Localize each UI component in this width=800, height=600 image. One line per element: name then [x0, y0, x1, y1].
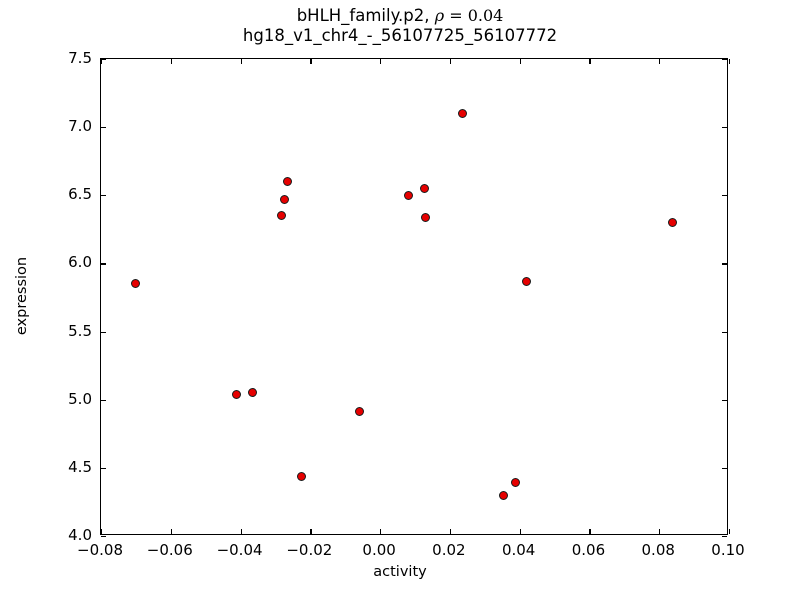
x-tick: [589, 529, 591, 534]
x-tick: [729, 529, 731, 534]
data-point: [283, 177, 293, 187]
x-tick-label: −0.06: [146, 541, 193, 559]
plot-axes-frame: [100, 58, 731, 538]
data-point: [420, 183, 430, 193]
y-tick-label: 6.0: [68, 253, 92, 272]
rho-symbol: ρ: [434, 6, 445, 25]
x-tick: [519, 529, 521, 534]
x-tick: [659, 529, 661, 534]
x-tick-top: [310, 59, 312, 64]
y-tick: [101, 331, 106, 333]
y-tick: [101, 536, 106, 538]
y-tick: [101, 399, 106, 401]
chart-title-line-1: bHLH_family.p2, ρ = 0.04: [0, 6, 800, 26]
x-tick-label: 0.02: [432, 541, 466, 559]
y-tick: [101, 195, 106, 197]
x-tick-top: [240, 59, 242, 64]
y-tick-right: [722, 195, 727, 197]
data-point: [421, 212, 431, 222]
chart-title-prefix: bHLH_family.p2,: [296, 6, 435, 25]
data-point: [403, 190, 413, 200]
y-tick-right: [722, 536, 727, 538]
x-tick-top: [589, 59, 591, 64]
x-tick-label: 0.10: [711, 541, 745, 559]
data-point: [276, 211, 286, 221]
x-tick-top: [170, 59, 172, 64]
data-point: [522, 276, 532, 286]
y-tick-label: 7.5: [68, 49, 92, 67]
data-point: [297, 471, 307, 481]
y-tick: [101, 59, 106, 61]
y-axis-label: expression: [14, 256, 30, 336]
data-point: [280, 194, 290, 204]
x-tick-top: [449, 59, 452, 64]
y-tick: [101, 263, 106, 265]
y-tick-label: 4.0: [68, 526, 92, 544]
data-point: [457, 109, 467, 118]
chart-title-line-2: hg18_v1_chr4_-_56107725_56107772: [242, 25, 558, 45]
y-tick-label: 6.5: [68, 185, 92, 204]
x-tick-label: 0.04: [501, 541, 536, 559]
y-tick-label: 5.0: [68, 389, 92, 408]
x-tick-top: [729, 59, 731, 64]
chart-title: bHLH_family.p2, ρ = 0.04 hg18_v1_chr4_-_…: [0, 6, 800, 45]
x-tick: [449, 529, 452, 534]
x-tick-label: 0.08: [641, 541, 675, 559]
data-point: [130, 279, 140, 289]
y-tick-label: 4.5: [68, 457, 92, 476]
data-point: [667, 218, 677, 228]
y-tick-right: [722, 59, 727, 61]
data-point: [247, 388, 257, 398]
y-tick: [101, 127, 106, 129]
y-tick-right: [722, 127, 727, 129]
x-tick: [101, 529, 103, 534]
y-tick-label: 5.5: [68, 321, 92, 340]
x-tick-top: [101, 59, 103, 64]
x-tick: [170, 529, 172, 534]
x-tick: [380, 529, 382, 534]
data-points-layer: [101, 59, 727, 534]
x-tick-label: −0.04: [216, 541, 263, 559]
y-tick-right: [722, 263, 727, 265]
x-tick-label: −0.08: [77, 541, 123, 559]
data-point: [499, 490, 509, 500]
y-tick-label: 7.0: [68, 117, 92, 136]
y-tick: [101, 467, 106, 470]
x-tick: [310, 529, 312, 534]
y-tick-right: [722, 467, 727, 470]
x-tick-top: [659, 59, 661, 64]
data-point: [355, 407, 365, 417]
data-point: [511, 478, 521, 488]
x-tick-top: [380, 59, 382, 64]
x-tick-label: 0.06: [571, 541, 606, 559]
x-tick: [240, 529, 242, 534]
x-tick-top: [519, 59, 521, 64]
x-tick-label: 0.00: [362, 541, 396, 559]
data-point: [232, 389, 242, 399]
x-tick-label: −0.02: [286, 541, 333, 559]
x-axis-label: activity: [373, 564, 427, 580]
y-tick-right: [722, 331, 727, 333]
y-tick-right: [722, 399, 727, 401]
rho-value: = 0.04: [444, 6, 504, 25]
